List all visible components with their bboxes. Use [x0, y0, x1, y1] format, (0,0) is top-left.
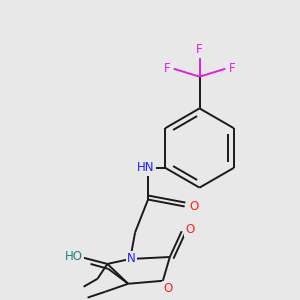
Text: O: O: [189, 200, 198, 213]
Text: O: O: [185, 223, 194, 236]
Text: F: F: [229, 62, 236, 75]
Text: O: O: [163, 282, 172, 295]
Text: F: F: [196, 44, 203, 56]
Text: N: N: [127, 253, 136, 266]
Text: HN: HN: [137, 161, 155, 174]
Text: HO: HO: [65, 250, 83, 262]
Text: F: F: [164, 62, 170, 75]
